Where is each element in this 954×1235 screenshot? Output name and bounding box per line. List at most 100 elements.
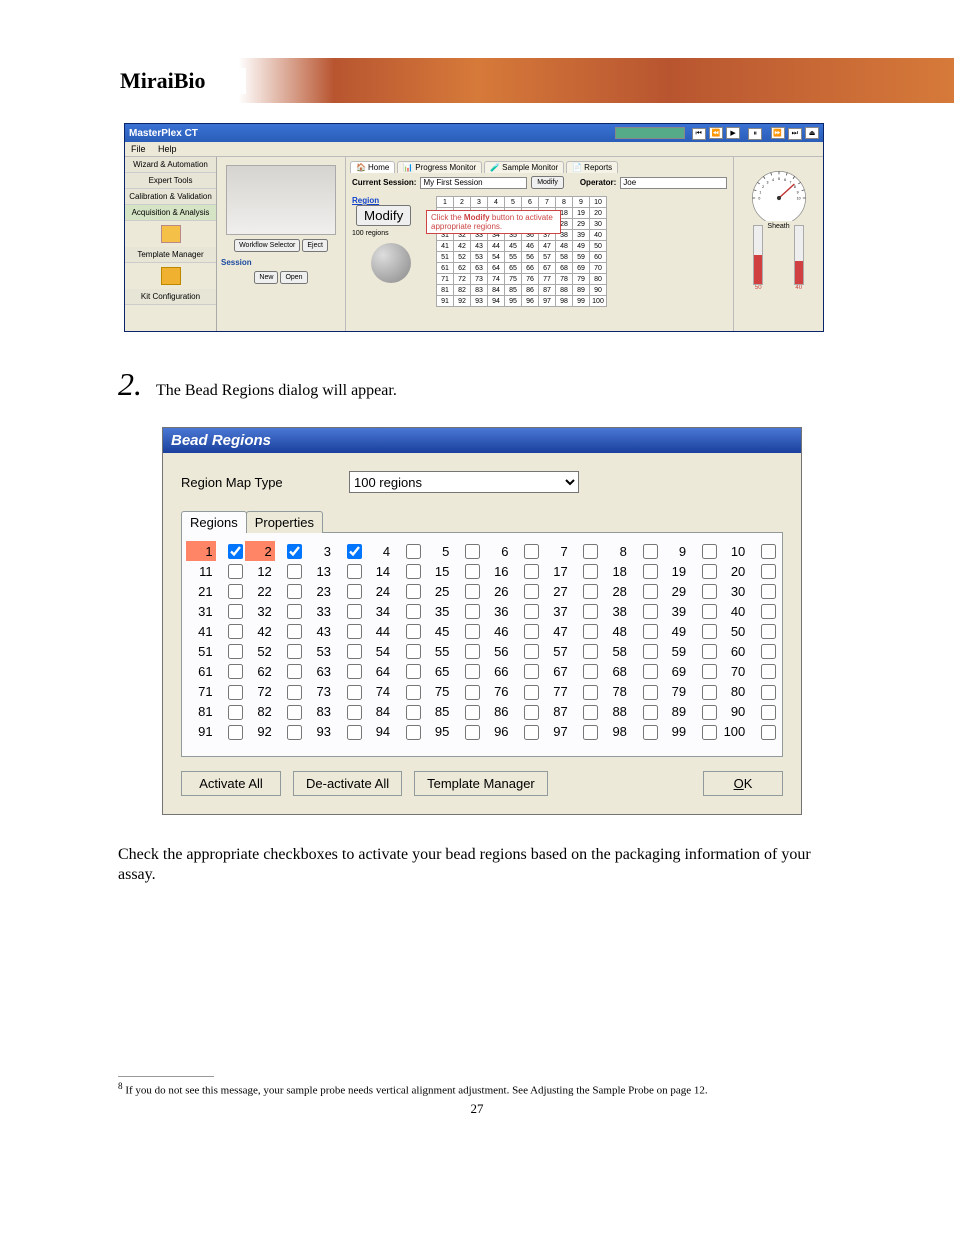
region-checkbox-66[interactable] (524, 664, 539, 679)
region-checkbox-20[interactable] (761, 564, 776, 579)
tab-properties[interactable]: Properties (246, 511, 323, 533)
region-checkbox-35[interactable] (465, 604, 480, 619)
region-checkbox-59[interactable] (702, 644, 717, 659)
region-checkbox-6[interactable] (524, 544, 539, 559)
region-checkbox-3[interactable] (347, 544, 362, 559)
media-next[interactable]: ⏭ (788, 128, 802, 140)
media-pause[interactable]: ⏸ (748, 128, 762, 140)
region-checkbox-91[interactable] (228, 725, 243, 740)
region-checkbox-74[interactable] (406, 685, 421, 700)
region-checkbox-57[interactable] (583, 644, 598, 659)
region-checkbox-25[interactable] (465, 584, 480, 599)
region-checkbox-42[interactable] (287, 624, 302, 639)
region-checkbox-22[interactable] (287, 584, 302, 599)
media-eject[interactable]: ⏏ (805, 127, 819, 139)
region-checkbox-11[interactable] (228, 564, 243, 579)
region-checkbox-54[interactable] (406, 644, 421, 659)
region-checkbox-19[interactable] (702, 564, 717, 579)
media-play[interactable]: ▶ (726, 127, 740, 139)
region-checkbox-65[interactable] (465, 664, 480, 679)
tab-sample[interactable]: 🧪Sample Monitor (484, 161, 564, 173)
region-checkbox-60[interactable] (761, 644, 776, 659)
nav-acq[interactable]: Acquisition & Analysis (125, 205, 216, 221)
region-checkbox-29[interactable] (702, 584, 717, 599)
region-checkbox-95[interactable] (465, 725, 480, 740)
region-checkbox-18[interactable] (643, 564, 658, 579)
region-checkbox-46[interactable] (524, 624, 539, 639)
region-checkbox-97[interactable] (583, 725, 598, 740)
region-checkbox-37[interactable] (583, 604, 598, 619)
region-checkbox-44[interactable] (406, 624, 421, 639)
region-checkbox-23[interactable] (347, 584, 362, 599)
region-checkbox-24[interactable] (406, 584, 421, 599)
region-checkbox-79[interactable] (702, 685, 717, 700)
region-checkbox-12[interactable] (287, 564, 302, 579)
region-checkbox-9[interactable] (702, 544, 717, 559)
region-checkbox-99[interactable] (702, 725, 717, 740)
region-checkbox-69[interactable] (702, 664, 717, 679)
region-checkbox-58[interactable] (643, 644, 658, 659)
region-checkbox-41[interactable] (228, 624, 243, 639)
region-checkbox-27[interactable] (583, 584, 598, 599)
region-checkbox-13[interactable] (347, 564, 362, 579)
region-checkbox-61[interactable] (228, 664, 243, 679)
region-checkbox-71[interactable] (228, 685, 243, 700)
region-checkbox-89[interactable] (702, 705, 717, 720)
tab-regions[interactable]: Regions (181, 511, 247, 533)
tab-progress[interactable]: 📊Progress Monitor (397, 161, 482, 173)
region-checkbox-52[interactable] (287, 644, 302, 659)
nav-wizard[interactable]: Wizard & Automation (125, 157, 216, 173)
region-checkbox-64[interactable] (406, 664, 421, 679)
region-checkbox-14[interactable] (406, 564, 421, 579)
nav-template[interactable]: Template Manager (125, 247, 216, 263)
region-checkbox-43[interactable] (347, 624, 362, 639)
region-checkbox-83[interactable] (347, 705, 362, 720)
region-checkbox-82[interactable] (287, 705, 302, 720)
menu-file[interactable]: File (131, 144, 146, 154)
operator-field[interactable]: Joe (620, 177, 727, 189)
region-checkbox-8[interactable] (643, 544, 658, 559)
region-checkbox-96[interactable] (524, 725, 539, 740)
region-checkbox-93[interactable] (347, 725, 362, 740)
region-checkbox-73[interactable] (347, 685, 362, 700)
region-checkbox-75[interactable] (465, 685, 480, 700)
region-checkbox-38[interactable] (643, 604, 658, 619)
ok-button[interactable]: OK (703, 771, 783, 796)
region-checkbox-81[interactable] (228, 705, 243, 720)
region-checkbox-4[interactable] (406, 544, 421, 559)
region-checkbox-56[interactable] (524, 644, 539, 659)
eject-button[interactable]: Eject (302, 239, 328, 252)
nav-calib[interactable]: Calibration & Validation (125, 189, 216, 205)
region-checkbox-53[interactable] (347, 644, 362, 659)
region-checkbox-2[interactable] (287, 544, 302, 559)
region-checkbox-5[interactable] (465, 544, 480, 559)
region-checkbox-40[interactable] (761, 604, 776, 619)
session-new-button[interactable]: New (254, 271, 278, 284)
region-checkbox-94[interactable] (406, 725, 421, 740)
region-checkbox-32[interactable] (287, 604, 302, 619)
region-checkbox-62[interactable] (287, 664, 302, 679)
menu-help[interactable]: Help (158, 144, 177, 154)
region-checkbox-50[interactable] (761, 624, 776, 639)
region-map-type-select[interactable]: 100 regions (349, 471, 579, 493)
region-checkbox-7[interactable] (583, 544, 598, 559)
template-manager-button[interactable]: Template Manager (414, 771, 548, 796)
region-checkbox-98[interactable] (643, 725, 658, 740)
session-field[interactable]: My First Session (420, 177, 527, 189)
region-checkbox-88[interactable] (643, 705, 658, 720)
region-checkbox-87[interactable] (583, 705, 598, 720)
media-rew[interactable]: ⏪ (709, 127, 723, 139)
region-checkbox-36[interactable] (524, 604, 539, 619)
region-checkbox-85[interactable] (465, 705, 480, 720)
region-checkbox-92[interactable] (287, 725, 302, 740)
region-checkbox-45[interactable] (465, 624, 480, 639)
activate-all-button[interactable]: Activate All (181, 771, 281, 796)
region-checkbox-67[interactable] (583, 664, 598, 679)
tab-reports[interactable]: 📄Reports (566, 161, 618, 173)
region-checkbox-90[interactable] (761, 705, 776, 720)
region-checkbox-100[interactable] (761, 725, 776, 740)
region-checkbox-31[interactable] (228, 604, 243, 619)
region-checkbox-15[interactable] (465, 564, 480, 579)
session-open-button[interactable]: Open (280, 271, 307, 284)
region-checkbox-77[interactable] (583, 685, 598, 700)
